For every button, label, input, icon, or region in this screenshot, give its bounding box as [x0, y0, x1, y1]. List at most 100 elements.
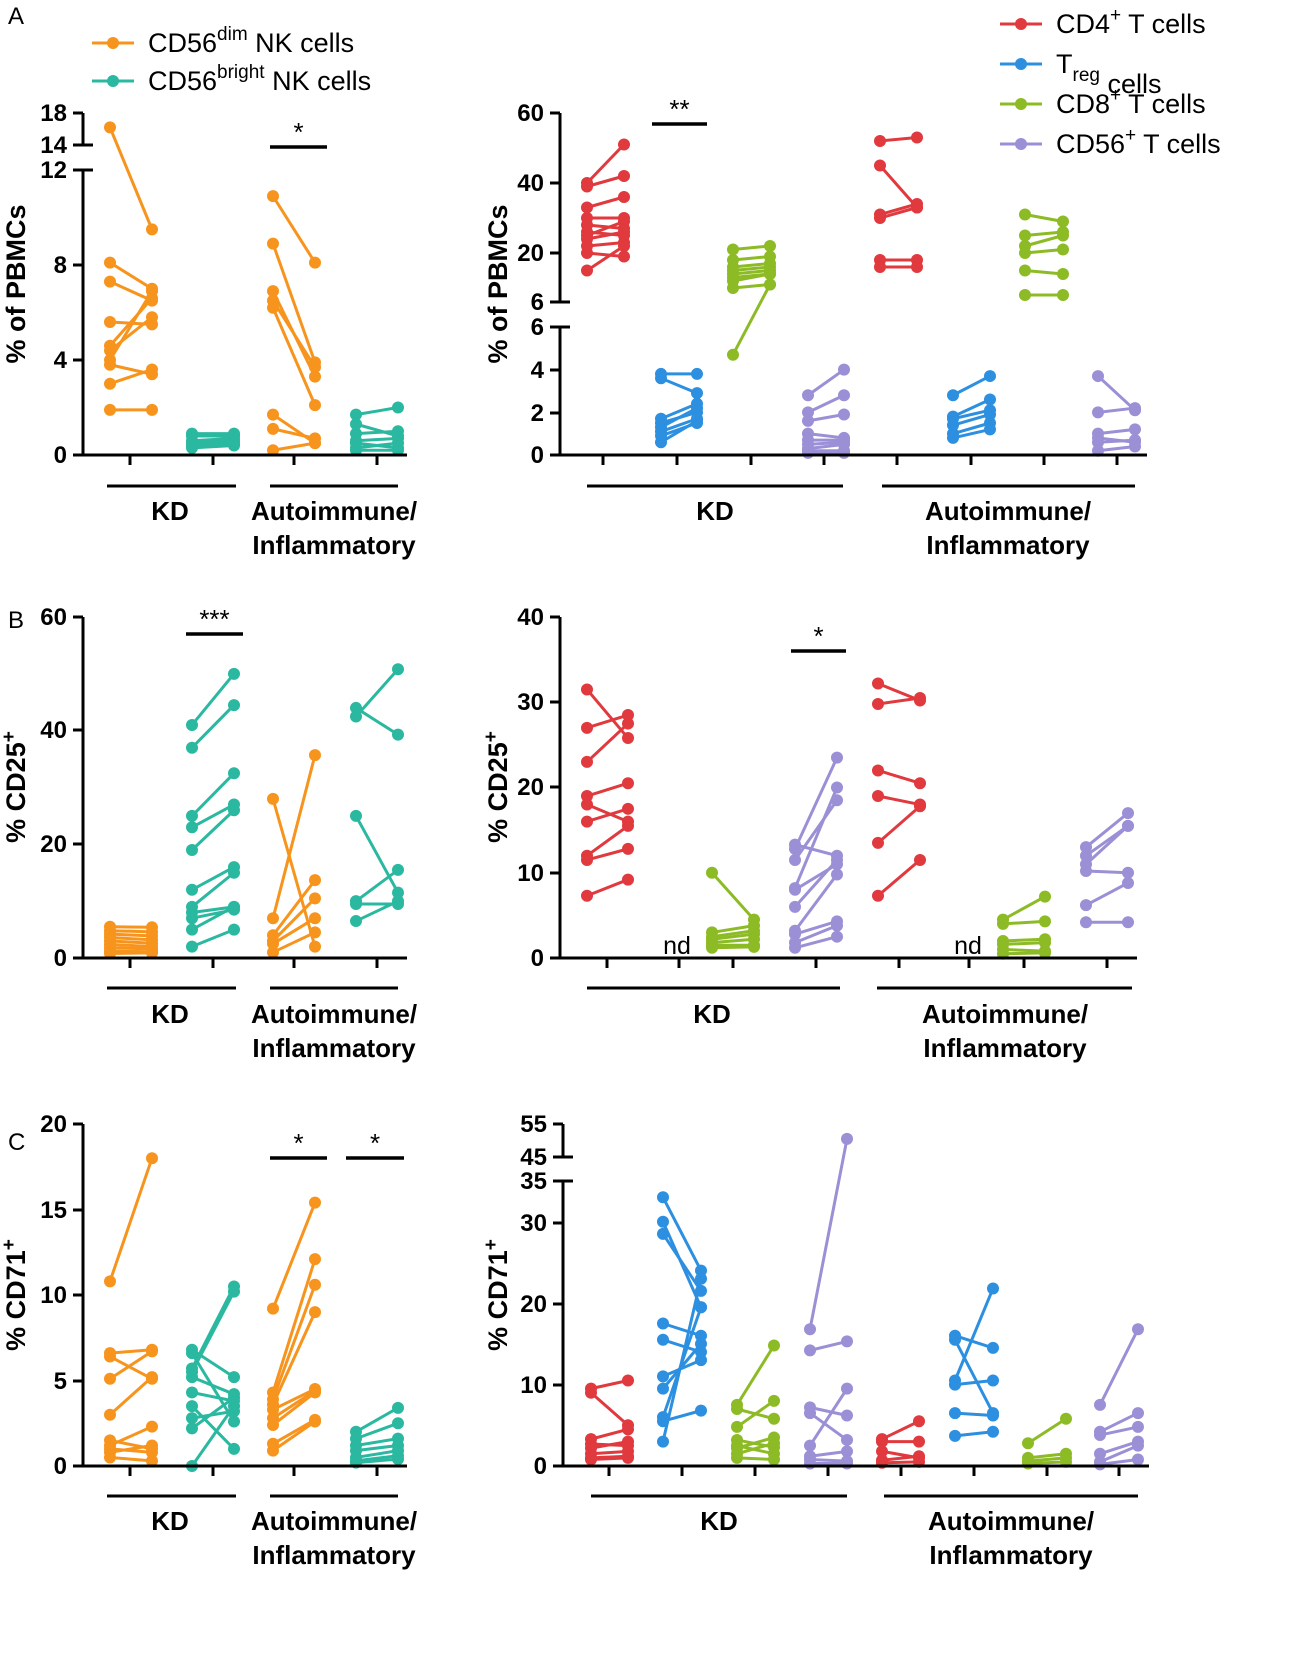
data-point-post: [1039, 915, 1051, 928]
paired-line: [710, 871, 756, 921]
paired-line: [109, 946, 153, 951]
data-point-pre: [267, 190, 279, 203]
paired-line: [109, 280, 153, 302]
paired-line: [355, 429, 399, 436]
data-point-post: [691, 414, 703, 427]
data-point-pre: [872, 836, 884, 849]
data-point-post: [228, 1391, 240, 1404]
legend-nk-cells: CD56dim NK cells CD56bright NK cells: [92, 24, 371, 96]
y-axis-label: % CD71+: [481, 1239, 513, 1351]
y-tick-label: 4: [54, 347, 68, 374]
paired-line: [881, 1454, 920, 1462]
data-point-pre: [350, 710, 362, 723]
paired-line: [109, 942, 153, 949]
group-label-autoimmune: Autoimmune/: [922, 999, 1088, 1029]
series-kd-cd8-t-cells: [706, 866, 760, 954]
legend-label-suffix: cells: [1100, 69, 1162, 99]
data-point-pre: [657, 1191, 669, 1204]
data-point-post: [392, 1453, 404, 1466]
data-point-post: [841, 1409, 853, 1422]
series-kd-treg-cells: [655, 367, 703, 449]
data-point-post: [913, 1415, 925, 1428]
significance-stars: *: [293, 117, 303, 147]
paired-line: [711, 924, 755, 934]
legend-label-sup: +: [1110, 85, 1121, 106]
data-point-pre: [104, 377, 116, 390]
paired-line: [191, 1391, 235, 1403]
paired-line: [354, 815, 400, 894]
data-point-pre: [1022, 1457, 1034, 1470]
data-point-post: [1132, 1420, 1144, 1433]
data-point-post: [618, 191, 630, 203]
data-point-post: [146, 1371, 158, 1384]
paired-line: [1002, 937, 1046, 943]
legend-swatch-marker: [1015, 138, 1027, 150]
data-point-pre: [104, 275, 116, 288]
paired-line: [355, 868, 399, 903]
data-point-post: [987, 1425, 999, 1438]
paired-line: [590, 1449, 629, 1456]
data-point-pre: [186, 741, 198, 754]
data-point-pre: [267, 1403, 279, 1416]
data-point-post: [1132, 1407, 1144, 1420]
series-kd-cd56dim-nk-cells: [104, 1152, 158, 1467]
paired-line: [190, 1405, 236, 1467]
paired-line: [662, 1322, 702, 1338]
paired-line: [272, 441, 316, 452]
data-point-pre: [872, 764, 884, 777]
data-point-post: [309, 1386, 321, 1399]
data-point-pre: [1080, 916, 1092, 929]
paired-line: [877, 858, 921, 897]
paired-line: [660, 376, 698, 395]
y-tick-label: 30: [520, 1210, 547, 1237]
paired-line: [272, 1391, 316, 1427]
paired-line: [793, 858, 839, 908]
data-point-pre: [104, 1408, 116, 1421]
paired-line: [191, 865, 235, 892]
y-tick-label: 15: [40, 1197, 67, 1224]
data-point-pre: [581, 755, 593, 768]
paired-line: [808, 1138, 849, 1330]
data-point-post: [695, 1354, 707, 1367]
series-kd-cd4-t-cells: [585, 1374, 634, 1466]
data-point-post: [987, 1282, 999, 1295]
data-point-pre: [1080, 865, 1092, 878]
data-point-post: [1057, 243, 1069, 256]
data-point-post: [228, 923, 240, 936]
data-point-post: [618, 138, 630, 151]
group-label-kd: KD: [693, 999, 731, 1029]
legend-label-suffix: T cells: [1136, 129, 1221, 159]
paired-line: [271, 299, 317, 368]
data-point-pre: [657, 1382, 669, 1395]
paired-line: [794, 919, 838, 936]
paired-line: [190, 1285, 236, 1370]
paired-line: [191, 871, 235, 909]
paired-line: [794, 924, 838, 945]
legend-swatch-marker: [107, 75, 119, 87]
data-point-post: [1132, 1439, 1144, 1452]
group-label-autoimmune: Autoimmune/: [928, 1506, 1094, 1536]
paired-line: [109, 316, 153, 352]
paired-line: [711, 929, 755, 939]
series-autoimmune-inflammatory-cd8-t-cells: [1019, 208, 1069, 301]
paired-line: [1024, 234, 1064, 248]
data-point-post: [228, 439, 240, 452]
data-point-post: [764, 278, 776, 291]
series-autoimmune-inflammatory-cd56-t-cells: [1094, 1323, 1144, 1471]
significance-stars: *: [370, 1128, 380, 1158]
data-point-pre: [104, 121, 116, 134]
data-point-post: [309, 361, 321, 374]
data-point-post: [618, 170, 630, 182]
paired-line: [272, 1418, 316, 1446]
paired-line: [794, 843, 838, 858]
paired-line: [1085, 811, 1129, 849]
significance-stars: **: [669, 94, 689, 124]
data-point-pre: [804, 1457, 816, 1470]
data-point-pre: [104, 1372, 116, 1385]
paired-line: [355, 899, 399, 923]
series-kd-cd56-t-cells: [789, 751, 843, 954]
series-autoimmune-inflammatory-cd4-t-cells: [876, 1415, 925, 1469]
legend-item-cd56-t-cells: CD56+ T cells: [1000, 125, 1221, 159]
paired-line: [808, 1387, 849, 1447]
